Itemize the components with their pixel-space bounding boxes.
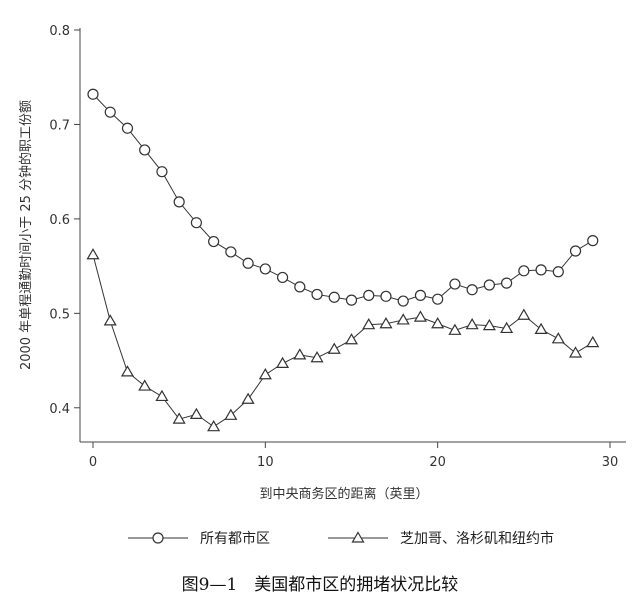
data-point-triangle — [500, 321, 514, 334]
data-point-circle — [345, 294, 358, 306]
data-point-triangle — [327, 342, 341, 354]
data-point-triangle — [258, 368, 272, 380]
figure-caption: 图9—1 美国都市区的拥堵状况比较 — [181, 575, 459, 595]
x-tick-label: 10 — [257, 455, 274, 470]
series-line-0 — [92, 93, 594, 302]
x-tick-label: 30 — [602, 455, 619, 470]
y-tick-label: 0.7 — [49, 118, 70, 133]
data-point-circle — [501, 277, 513, 289]
data-point-triangle — [103, 314, 117, 326]
data-point-circle — [363, 289, 375, 301]
data-point-circle — [414, 289, 427, 301]
x-axis-label: 到中央商务区的距离（英里） — [259, 486, 428, 502]
data-point-circle — [328, 291, 340, 303]
data-point-circle — [432, 293, 444, 305]
data-point-triangle — [482, 318, 496, 331]
data-point-circle — [483, 279, 495, 291]
data-point-circle — [139, 144, 151, 156]
data-point-triangle — [568, 346, 583, 358]
legend-label-all-metros: 所有都市区 — [200, 530, 270, 547]
chart: 0 10 20 30 0.4 0.5 0.6 0.7 0.8 到中央商务区的距离（英里） 200… — [18, 24, 626, 547]
data-point-circle — [156, 166, 168, 178]
axes — [79, 28, 626, 443]
data-point-circle — [466, 284, 478, 296]
data-point-triangle — [138, 379, 152, 391]
data-point-triangle — [534, 322, 548, 334]
data-point-triangle — [431, 317, 445, 329]
data-point-triangle — [551, 332, 565, 344]
y-tick-label: 0.8 — [49, 24, 70, 39]
data-point-triangle — [413, 310, 427, 322]
data-point-circle — [87, 88, 99, 100]
data-point-circle — [294, 281, 306, 293]
x-tick-label: 20 — [429, 455, 446, 470]
ticks: 0 10 20 30 0.4 0.5 0.6 0.7 0.8 — [49, 24, 618, 470]
data-point-triangle — [293, 348, 307, 360]
data-point-circle — [587, 235, 599, 247]
data-point-circle — [104, 106, 116, 118]
data-point-triangle — [241, 392, 255, 404]
y-tick-label: 0.6 — [49, 213, 70, 228]
data-point-triangle — [379, 317, 393, 329]
data-point-triangle — [362, 317, 376, 330]
legend: 所有都市区 芝加哥、洛杉矶和纽约市 — [128, 530, 554, 547]
data-point-triangle — [276, 356, 290, 368]
data-point-triangle — [207, 419, 221, 432]
data-point-circle — [535, 264, 547, 276]
data-point-triangle — [310, 351, 324, 363]
series-layer — [86, 88, 600, 432]
data-point-triangle — [448, 323, 462, 335]
data-point-circle — [518, 265, 530, 277]
legend-circle-marker — [152, 532, 164, 544]
legend-triangle-marker — [351, 531, 365, 543]
data-point-circle — [225, 246, 237, 258]
data-point-triangle — [120, 365, 135, 377]
data-point-triangle — [224, 408, 238, 420]
series-line-1 — [92, 254, 594, 428]
data-point-triangle — [86, 248, 100, 260]
data-point-circle — [311, 288, 323, 301]
data-point-circle — [259, 263, 271, 275]
data-point-triangle — [344, 333, 359, 345]
data-point-circle — [190, 217, 202, 229]
data-point-circle — [208, 235, 220, 248]
data-point-circle — [276, 271, 289, 284]
data-point-circle — [569, 245, 582, 257]
data-point-circle — [552, 266, 564, 278]
data-point-circle — [380, 290, 392, 302]
y-axis-label: 2000 年单程通勤时间小于 25 分钟的职工份额 — [18, 100, 34, 370]
data-point-circle — [449, 278, 461, 290]
data-point-circle — [242, 257, 254, 269]
data-point-circle — [173, 196, 185, 208]
data-point-circle — [397, 295, 409, 307]
data-point-triangle — [586, 335, 600, 348]
legend-label-big-three: 芝加哥、洛杉矶和纽约市 — [400, 530, 554, 547]
data-point-triangle — [155, 389, 169, 402]
data-point-triangle — [465, 317, 479, 330]
data-point-triangle — [517, 308, 531, 320]
data-point-triangle — [189, 407, 203, 419]
data-point-circle — [121, 122, 134, 134]
y-tick-label: 0.5 — [49, 307, 70, 322]
data-point-triangle — [172, 412, 186, 424]
y-tick-label: 0.4 — [49, 402, 70, 417]
data-point-triangle — [396, 313, 410, 325]
x-tick-label: 0 — [89, 455, 97, 470]
